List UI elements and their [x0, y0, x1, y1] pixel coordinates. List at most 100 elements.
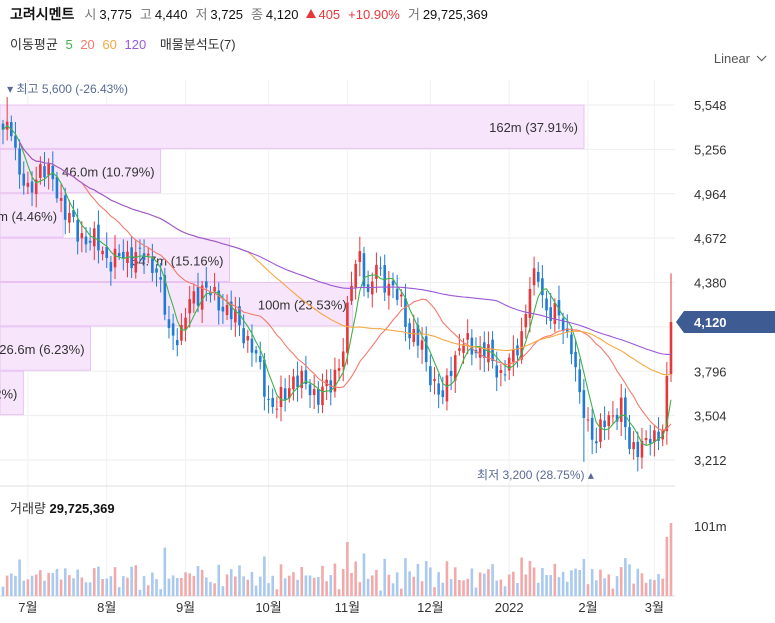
x-tick-label: 2022: [495, 600, 524, 615]
candle-body: [76, 220, 79, 242]
volume-bar: [628, 564, 631, 596]
candle-body: [354, 263, 357, 288]
y-tick-label: 4,964: [694, 187, 727, 202]
candle-body: [258, 355, 262, 363]
volume-bar: [466, 578, 469, 596]
volume-bar: [333, 563, 337, 596]
high-price-marker: ▾ 최고 5,600 (-26.43%): [7, 82, 128, 96]
volume-bar: [234, 576, 237, 596]
price-profile-bar: [0, 193, 64, 238]
candle-body: [644, 438, 648, 441]
volume-bar: [325, 581, 328, 596]
volume-bar: [383, 558, 387, 596]
volume-bar: [205, 577, 208, 596]
candle-body: [648, 438, 652, 444]
price-profile-label: 46.0m (10.79%): [62, 165, 155, 180]
candle-body: [22, 173, 26, 186]
candle-body: [26, 182, 30, 187]
candle-body: [105, 246, 109, 259]
candle-body: [159, 277, 162, 280]
volume-bar: [209, 581, 212, 596]
candle-body: [615, 414, 619, 422]
candle-body: [557, 300, 561, 316]
volume-bar: [395, 572, 399, 596]
candle-body: [146, 253, 150, 256]
candle-body: [400, 294, 403, 297]
volume-bar: [200, 569, 204, 596]
candle-body: [574, 351, 577, 368]
price-profile-label: 162m (37.91%): [489, 120, 578, 135]
candle-body: [333, 369, 337, 392]
volume-bar: [84, 582, 88, 596]
candle-body: [433, 379, 436, 381]
candle-body: [68, 213, 71, 223]
volume-bar: [263, 556, 266, 596]
volume-bar: [354, 561, 357, 596]
x-tick-label: 11월: [335, 600, 360, 615]
low-value: 3,725: [210, 7, 243, 22]
candle-body: [192, 291, 196, 304]
candle-body: [43, 166, 46, 178]
volume-bar: [653, 580, 656, 596]
volume-bar: [34, 574, 38, 596]
volume-bar: [76, 569, 79, 596]
candle-body: [611, 415, 615, 417]
volume-bar: [487, 569, 490, 596]
volume-bar: [300, 566, 304, 596]
volume-bar: [449, 579, 453, 596]
volume-panel-title: 거래량: [10, 501, 46, 516]
candle-body: [578, 369, 582, 393]
candle-body: [271, 397, 274, 407]
volume-bar: [507, 574, 511, 596]
indicator-legend[interactable]: 이동평균 5 20 60 120 매물분석도(7): [10, 34, 240, 53]
candle-body: [30, 181, 34, 193]
volume-bar: [570, 570, 573, 596]
price-profile-bar: [0, 370, 24, 416]
ma60-legend: 60: [102, 37, 117, 52]
candle-body: [254, 350, 258, 354]
volume-bar: [429, 567, 432, 596]
candle-body: [590, 417, 594, 440]
candle-body: [39, 164, 42, 178]
candle-body: [387, 283, 391, 296]
volume-bar: [553, 563, 557, 596]
candle-body: [383, 265, 387, 293]
candle-body: [238, 306, 241, 326]
volume-bar: [43, 580, 46, 596]
volume-bar: [516, 582, 519, 596]
volume-bar: [603, 578, 606, 596]
candle-body: [416, 325, 420, 346]
candle-body: [101, 250, 104, 255]
volume-bar: [424, 561, 428, 596]
volume-bar: [545, 574, 548, 596]
candle-body: [350, 286, 353, 302]
volume-bar: [420, 581, 424, 596]
candle-body: [395, 288, 399, 300]
candle-body: [482, 342, 486, 358]
candle-body: [462, 344, 465, 353]
volume-bar: [184, 572, 187, 596]
volume-bar: [437, 572, 440, 596]
volume-bar: [582, 559, 586, 596]
volume-bar: [88, 582, 92, 596]
candle-body: [404, 298, 407, 327]
candle-body: [217, 290, 221, 311]
volume-bar: [590, 569, 594, 596]
volume-bar: [271, 575, 274, 596]
x-tick-label: 9월: [176, 600, 195, 615]
ma20-line: [19, 141, 672, 432]
candle-body: [213, 286, 216, 292]
candle-body: [113, 248, 117, 268]
candle-body: [296, 375, 299, 388]
volume-bar: [565, 581, 569, 596]
volume-bar: [101, 578, 104, 596]
volume-bar: [225, 574, 229, 596]
scale-dropdown[interactable]: Linear: [714, 51, 767, 66]
x-tick-label: 3월: [645, 600, 664, 615]
volume-bar: [213, 583, 216, 596]
volume-bar: [387, 574, 391, 596]
candle-body: [466, 333, 469, 340]
candle-body: [657, 431, 660, 441]
volume-bar: [574, 568, 577, 596]
